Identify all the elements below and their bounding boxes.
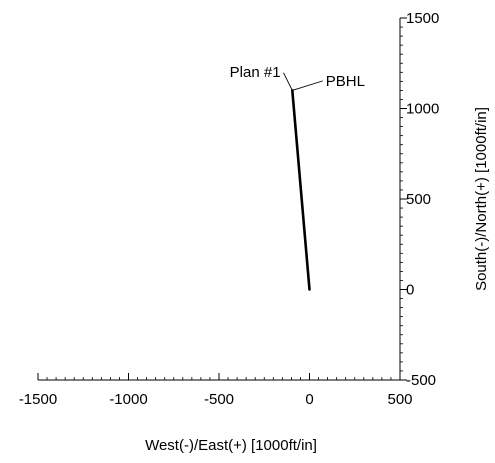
x-tick-label: -1500 bbox=[19, 391, 57, 408]
well-path-series bbox=[290, 89, 311, 291]
y-tick-label: -500 bbox=[406, 372, 436, 389]
y-tick-label: 500 bbox=[406, 191, 431, 208]
tick-label-group: -1500 -1000 -500 0 500 -500 0 500 1000 1500 bbox=[19, 10, 440, 408]
y-tick-label: 0 bbox=[406, 282, 414, 299]
pbhl-leader-line bbox=[292, 80, 323, 91]
plan-leader-line bbox=[283, 72, 293, 91]
x-tick-label: 500 bbox=[387, 391, 412, 408]
y-tick-label: 1500 bbox=[406, 10, 439, 27]
x-tick-label: -500 bbox=[204, 391, 234, 408]
x-axis-title: West(-)/East(+) [1000ft/in] bbox=[145, 437, 317, 454]
y-axis-title: South(-)/North(+) [1000ft/in] bbox=[473, 107, 490, 291]
pbhl-annotation: PBHL bbox=[326, 73, 365, 90]
x-tick-label: 0 bbox=[305, 391, 313, 408]
y-tick-label: 1000 bbox=[406, 101, 439, 118]
plan-annotation: Plan #1 bbox=[230, 64, 281, 81]
x-tick-label: -1000 bbox=[109, 391, 147, 408]
